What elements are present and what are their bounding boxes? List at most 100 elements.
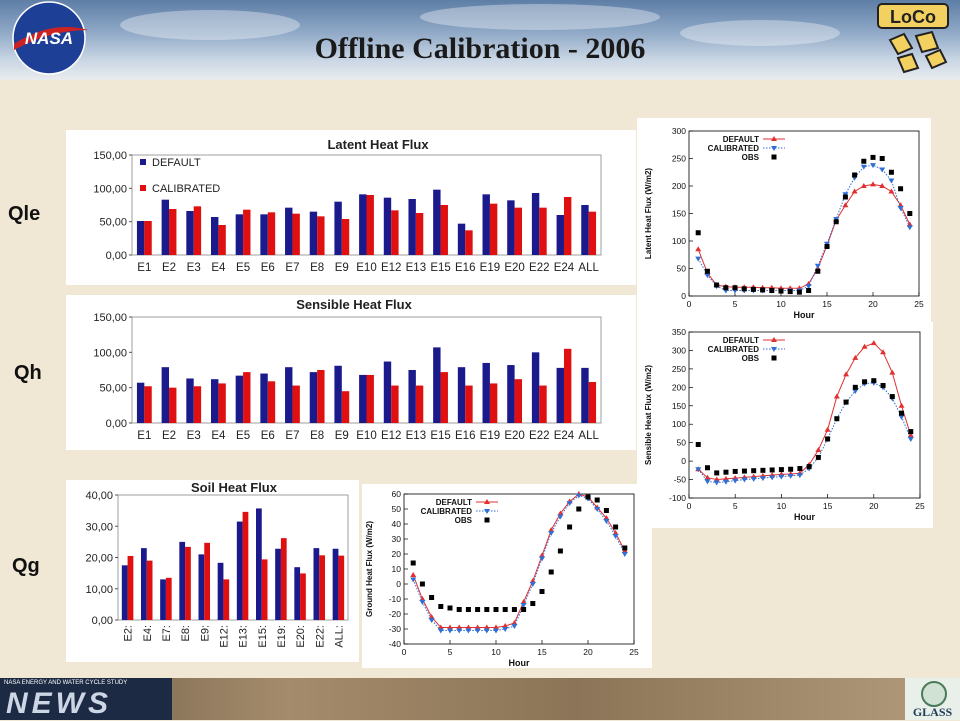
marker-obs <box>870 154 876 160</box>
marker-obs <box>429 595 435 600</box>
marker-obs <box>447 605 453 611</box>
chart-title: Soil Heat Flux <box>191 480 278 495</box>
x-tick-label: E24 <box>554 262 575 274</box>
bar-default <box>531 352 540 423</box>
legend-label: CALIBRATED <box>708 144 760 153</box>
x-tick-label: 25 <box>915 501 925 511</box>
bar-calibrated <box>465 385 473 423</box>
marker-default <box>843 371 850 377</box>
bar-default <box>235 375 244 423</box>
y-tick-label: 0,00 <box>92 615 113 627</box>
marker-obs <box>695 230 701 236</box>
x-tick-label: E1 <box>137 262 151 274</box>
marker-calibrated <box>888 178 895 184</box>
marker-calibrated <box>437 628 444 634</box>
loco-logo-text: LoCo <box>890 7 936 27</box>
marker-obs <box>484 517 490 523</box>
marker-obs <box>769 288 775 293</box>
x-tick-label: E2 <box>162 262 176 274</box>
x-tick-label: E8 <box>310 262 324 274</box>
series-line-default <box>697 183 911 289</box>
bar-default <box>359 194 367 255</box>
marker-obs <box>806 464 812 470</box>
marker-obs <box>511 607 517 612</box>
marker-calibrated <box>771 146 777 151</box>
marker-obs <box>760 287 766 293</box>
marker-default <box>484 499 490 504</box>
bar-default <box>198 554 205 620</box>
bar-default <box>161 367 170 423</box>
marker-obs <box>438 604 444 609</box>
x-tick-label: E22 <box>529 262 549 274</box>
series-line-calibrated <box>697 164 911 291</box>
legend-swatch <box>140 185 146 191</box>
y-tick-label: 50 <box>392 504 402 514</box>
marker-obs <box>695 442 701 448</box>
plot-area <box>688 331 921 499</box>
bar-default <box>581 205 589 255</box>
marker-default <box>493 624 499 630</box>
marker-obs <box>751 468 757 474</box>
bar-calibrated <box>317 216 325 255</box>
ground-line-chart-panel: -40 -30 -20 -10 0 10 20 30 40 50 60 0 5 10 15 20 25 Hour G… <box>362 484 652 668</box>
bar-default <box>121 565 128 620</box>
y-tick-label: -30 <box>389 624 402 634</box>
bar-default <box>507 365 515 423</box>
x-tick-label: 20 <box>583 647 593 657</box>
bar-calibrated <box>465 230 473 255</box>
marker-calibrated <box>907 436 914 442</box>
bar-calibrated <box>366 374 374 423</box>
marker-default <box>870 181 876 187</box>
y-tick-label: 30 <box>392 534 402 544</box>
x-tick-label: E24 <box>554 430 575 442</box>
marker-obs <box>899 410 905 416</box>
marker-obs <box>898 186 904 192</box>
bar-calibrated <box>127 555 134 620</box>
marker-default <box>428 614 435 619</box>
bar-calibrated <box>391 385 399 423</box>
legend-label: DEFAULT <box>723 336 759 345</box>
y-tick-label: 100 <box>672 236 686 246</box>
x-axis-label: Hour <box>509 658 530 668</box>
marker-calibrated <box>465 628 472 634</box>
marker-calibrated <box>493 628 499 634</box>
y-axis-label: Latent Heat Flux (W/m2) <box>644 168 653 259</box>
y-tick-label: 350 <box>672 327 686 337</box>
x-tick-label: E10 <box>356 262 376 274</box>
marker-calibrated <box>520 603 527 608</box>
marker-calibrated <box>732 478 739 484</box>
x-tick-label: E19: <box>276 625 288 648</box>
marker-obs <box>521 607 527 612</box>
y-tick-label: 10,00 <box>85 584 113 596</box>
x-tick-label: E6 <box>261 430 275 442</box>
marker-calibrated <box>474 628 481 634</box>
marker-obs <box>889 394 895 400</box>
marker-obs <box>888 169 894 175</box>
marker-obs <box>862 379 868 385</box>
marker-default <box>419 596 426 601</box>
marker-obs <box>484 607 490 612</box>
y-tick-label: 60 <box>392 489 402 499</box>
marker-default <box>704 474 711 480</box>
bar-calibrated <box>341 219 350 255</box>
bar-calibrated <box>440 372 448 423</box>
marker-calibrated <box>695 467 702 473</box>
y-tick-label: 150,00 <box>93 312 127 324</box>
marker-calibrated <box>906 225 913 231</box>
series-line-calibrated <box>697 382 912 484</box>
legend-label: CALIBRATED <box>152 183 220 195</box>
marker-default <box>824 426 831 432</box>
x-tick-label: E19 <box>480 430 500 442</box>
y-tick-label: -40 <box>389 639 402 649</box>
marker-default <box>557 510 564 516</box>
marker-obs <box>834 416 840 422</box>
x-tick-label: E20 <box>504 430 524 442</box>
x-tick-label: E22 <box>529 430 549 442</box>
marker-calibrated <box>704 479 711 485</box>
legend-label: CALIBRATED <box>421 507 473 516</box>
x-tick-label: 10 <box>491 647 501 657</box>
series-line-default <box>697 342 912 481</box>
marker-calibrated <box>447 628 453 634</box>
x-tick-label: ALL <box>578 430 599 442</box>
latent-bar-chart-panel: Latent Heat Flux 0,00 50,00 100,00 150,00 E1 E… <box>66 130 636 285</box>
